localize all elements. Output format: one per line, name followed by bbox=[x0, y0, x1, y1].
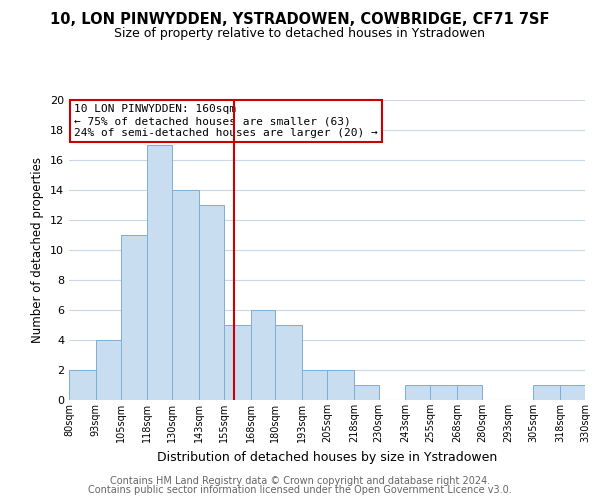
Bar bbox=[354, 385, 379, 400]
Bar bbox=[172, 190, 199, 400]
Bar bbox=[327, 370, 354, 400]
Bar bbox=[69, 370, 96, 400]
Bar bbox=[406, 385, 430, 400]
Text: 10 LON PINWYDDEN: 160sqm
← 75% of detached houses are smaller (63)
24% of semi-d: 10 LON PINWYDDEN: 160sqm ← 75% of detach… bbox=[74, 104, 378, 138]
Bar bbox=[251, 310, 275, 400]
Text: 10, LON PINWYDDEN, YSTRADOWEN, COWBRIDGE, CF71 7SF: 10, LON PINWYDDEN, YSTRADOWEN, COWBRIDGE… bbox=[50, 12, 550, 28]
Bar bbox=[457, 385, 482, 400]
Bar bbox=[121, 235, 148, 400]
Bar bbox=[96, 340, 121, 400]
Bar bbox=[302, 370, 327, 400]
Bar bbox=[533, 385, 560, 400]
Bar bbox=[224, 325, 251, 400]
Y-axis label: Number of detached properties: Number of detached properties bbox=[31, 157, 44, 343]
Bar bbox=[430, 385, 457, 400]
Bar bbox=[560, 385, 585, 400]
Bar bbox=[199, 205, 224, 400]
Text: Contains HM Land Registry data © Crown copyright and database right 2024.: Contains HM Land Registry data © Crown c… bbox=[110, 476, 490, 486]
X-axis label: Distribution of detached houses by size in Ystradowen: Distribution of detached houses by size … bbox=[157, 450, 497, 464]
Bar bbox=[148, 145, 172, 400]
Bar bbox=[275, 325, 302, 400]
Text: Size of property relative to detached houses in Ystradowen: Size of property relative to detached ho… bbox=[115, 28, 485, 40]
Text: Contains public sector information licensed under the Open Government Licence v3: Contains public sector information licen… bbox=[88, 485, 512, 495]
